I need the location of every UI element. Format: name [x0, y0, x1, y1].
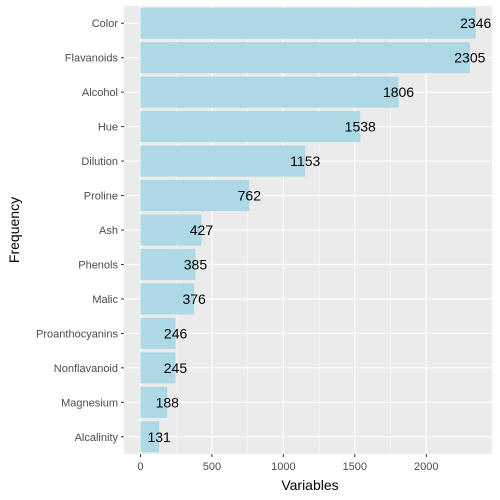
- data-label: 762: [238, 188, 262, 204]
- y-tick-label: Alcalinity: [75, 432, 119, 444]
- bar: [140, 42, 470, 74]
- data-label: 427: [190, 222, 214, 238]
- bar: [140, 180, 250, 212]
- x-tick-label: 1000: [271, 461, 295, 473]
- y-tick-label: Dilution: [81, 156, 118, 168]
- bar: [140, 352, 176, 384]
- bar: [140, 111, 361, 143]
- y-tick-label: Alcohol: [82, 87, 118, 99]
- x-tick-label: 0: [137, 461, 143, 473]
- y-axis-ticks: Color Flavanoids Alcohol Hue Dilution Proline…: [36, 18, 124, 444]
- bar: [140, 283, 195, 315]
- y-tick-label: Color: [92, 18, 119, 30]
- y-tick-label: Magnesium: [61, 397, 118, 409]
- data-label: 385: [184, 256, 208, 272]
- data-label: 376: [182, 291, 206, 307]
- x-tick-label: 500: [203, 461, 221, 473]
- y-tick-label: Malic: [92, 294, 118, 306]
- y-axis-title: Frequency: [6, 197, 22, 263]
- bar: [140, 145, 306, 177]
- x-tick-label: 1500: [343, 461, 367, 473]
- y-tick-label: Hue: [98, 122, 118, 134]
- data-label: 1538: [345, 119, 376, 135]
- data-labels: 2346 2305 1806 1538 1153 762 427 385 376 246 245 18…: [147, 15, 491, 445]
- y-tick-label: Proline: [84, 191, 118, 203]
- y-tick-label: Proanthocyanins: [36, 328, 118, 340]
- bar: [140, 76, 399, 108]
- x-axis-ticks: 0 500 1000 1500 2000: [137, 454, 439, 473]
- bars: [140, 7, 476, 453]
- bar: [140, 7, 476, 39]
- bar: [140, 386, 168, 418]
- data-label: 2305: [454, 50, 485, 66]
- data-label: 246: [164, 325, 188, 341]
- x-axis-title: Variables: [281, 477, 338, 493]
- x-tick-label: 2000: [414, 461, 438, 473]
- y-tick-label: Phenols: [78, 259, 118, 271]
- y-tick-label: Ash: [99, 225, 118, 237]
- data-label: 188: [156, 394, 180, 410]
- bar: [140, 248, 196, 280]
- data-label: 131: [147, 429, 171, 445]
- bar: [140, 421, 160, 453]
- data-label: 1153: [290, 153, 320, 169]
- y-tick-label: Nonflavanoid: [54, 363, 118, 375]
- y-tick-label: Flavanoids: [65, 53, 119, 65]
- bar: [140, 214, 202, 246]
- data-label: 2346: [460, 15, 491, 31]
- data-label: 245: [164, 360, 188, 376]
- bar: [140, 317, 176, 349]
- data-label: 1806: [383, 84, 414, 100]
